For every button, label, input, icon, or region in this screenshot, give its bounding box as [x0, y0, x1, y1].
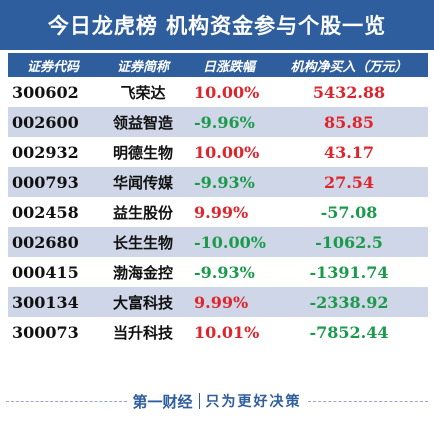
table-row: 300134 大富科技 9.99% -2338.92 — [8, 287, 428, 317]
cell-code: 000793 — [12, 172, 79, 192]
brand-separator — [198, 393, 200, 409]
header-code: 证券代码 — [26, 59, 79, 75]
cell-name: 大富科技 — [112, 293, 173, 312]
cell-net-buy: 43.17 — [323, 142, 375, 162]
cell-name: 当升科技 — [112, 323, 173, 342]
cell-code: 002680 — [12, 232, 79, 252]
table-row: 300602 飞荣达 10.00% 5432.88 — [8, 77, 428, 107]
cell-name: 益生股份 — [112, 203, 173, 222]
cell-change: 10.00% — [194, 142, 260, 162]
cell-name: 领益智造 — [112, 113, 173, 132]
cell-net-buy: -1062.5 — [315, 232, 383, 252]
cell-name: 渤海金控 — [112, 263, 173, 282]
cell-net-buy: 27.54 — [323, 172, 375, 192]
table-row: 000793 华闻传媒 -9.93% 27.54 — [8, 167, 428, 197]
table-row: 002680 长生生物 -10.00% -1062.5 — [8, 227, 428, 257]
cell-net-buy: 5432.88 — [312, 82, 386, 102]
table-header: 证券代码 证券简称 日涨跌幅 机构净买入（万元） — [8, 53, 428, 77]
brand-name: 第一财经 — [132, 392, 193, 411]
cell-change: -9.93% — [194, 172, 255, 192]
cell-net-buy: -2338.92 — [309, 292, 389, 312]
table-row: 300073 当升科技 10.01% -7852.44 — [8, 317, 428, 347]
page-title: 今日龙虎榜 机构资金参与个股一览 — [47, 14, 387, 38]
cell-code: 002932 — [12, 142, 79, 162]
cell-code: 300602 — [12, 82, 79, 102]
header-name: 证券简称 — [116, 59, 169, 75]
footer-divider-left — [6, 400, 127, 402]
cell-change: -9.93% — [194, 262, 255, 282]
cell-code: 002458 — [12, 202, 79, 222]
cell-code: 300134 — [12, 292, 79, 312]
title-banner: 今日龙虎榜 机构资金参与个股一览 — [0, 0, 434, 50]
cell-name: 长生生物 — [112, 233, 173, 252]
table-row: 002600 领益智造 -9.96% 85.85 — [8, 107, 428, 137]
table-row: 002458 益生股份 9.99% -57.08 — [8, 197, 428, 227]
cell-name: 飞荣达 — [120, 83, 166, 102]
cell-net-buy: -1391.74 — [309, 262, 389, 282]
header-net-buy: 机构净买入（万元） — [290, 59, 408, 75]
cell-code: 002600 — [12, 112, 79, 132]
cell-net-buy: 85.85 — [323, 112, 375, 132]
cell-name: 明德生物 — [112, 143, 173, 162]
table-row: 002932 明德生物 10.00% 43.17 — [8, 137, 428, 167]
cell-change: 9.99% — [194, 202, 249, 222]
cell-change: -10.00% — [194, 232, 266, 252]
brand-slogan: 只为更好决策 — [205, 394, 302, 410]
footer: 第一财经 只为更好决策 — [0, 388, 434, 414]
cell-name: 华闻传媒 — [112, 173, 173, 192]
footer-divider-right — [307, 400, 429, 402]
cell-net-buy: -57.08 — [320, 202, 378, 222]
cell-code: 000415 — [12, 262, 79, 282]
cell-change: -9.96% — [194, 112, 255, 132]
cell-change: 10.01% — [194, 322, 260, 342]
header-change: 日涨跌幅 — [202, 59, 255, 75]
stock-table: 证券代码 证券简称 日涨跌幅 机构净买入（万元） 300602 飞荣达 10.0… — [8, 53, 428, 347]
cell-change: 9.99% — [194, 292, 249, 312]
cell-code: 300073 — [12, 322, 79, 342]
brand-logo: 第一财经 只为更好决策 — [133, 391, 302, 412]
cell-net-buy: -7852.44 — [309, 322, 389, 342]
table-row: 000415 渤海金控 -9.93% -1391.74 — [8, 257, 428, 287]
cell-change: 10.00% — [194, 82, 260, 102]
